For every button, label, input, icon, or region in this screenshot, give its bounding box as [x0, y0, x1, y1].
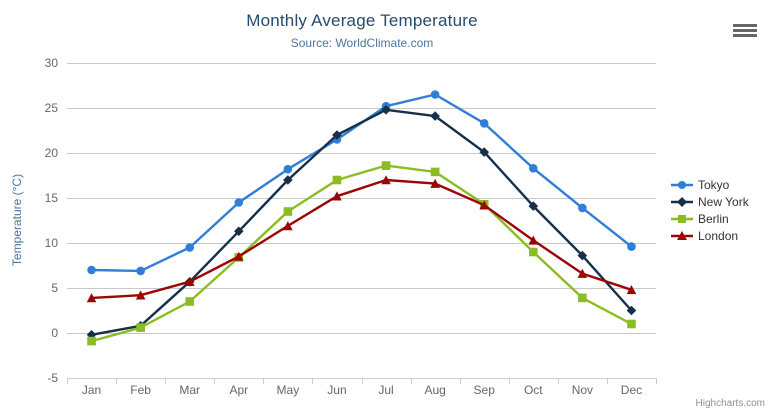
marker-berlin-jun[interactable] — [332, 175, 342, 185]
legend-marker-circle-icon — [671, 181, 693, 189]
marker-london-may[interactable] — [283, 221, 293, 231]
legend-item-label: Tokyo — [698, 178, 730, 192]
x-axis-label-jun: Jun — [327, 383, 347, 397]
marker-tokyo-may[interactable] — [283, 164, 293, 174]
marker-berlin-jan[interactable] — [87, 336, 96, 346]
marker-london-jul[interactable] — [381, 175, 391, 185]
credits-link[interactable]: Highcharts.com — [695, 398, 765, 409]
series-line-berlin[interactable] — [90, 164, 633, 343]
marker-london-mar[interactable] — [184, 276, 195, 286]
marker-tokyo-mar[interactable] — [185, 243, 195, 252]
y-axis-label: 0 — [51, 326, 58, 340]
marker-tokyo-jan[interactable] — [87, 265, 96, 275]
x-axis-label-sep: Sep — [473, 383, 495, 397]
marker-tokyo-nov[interactable] — [578, 203, 587, 213]
x-axis-label-feb: Feb — [130, 383, 151, 397]
legend-item-berlin[interactable]: Berlin — [671, 211, 749, 227]
export-menu-button[interactable] — [731, 20, 759, 40]
legend-item-label: Berlin — [698, 212, 729, 226]
legend-item-london[interactable]: London — [671, 228, 749, 244]
marker-berlin-may[interactable] — [283, 207, 293, 216]
marker-new-york-jul[interactable] — [381, 105, 391, 115]
x-axis-label-jul: Jul — [378, 383, 394, 397]
marker-berlin-aug[interactable] — [430, 167, 440, 177]
marker-tokyo-oct[interactable] — [528, 164, 538, 173]
marker-berlin-oct[interactable] — [528, 247, 538, 257]
marker-berlin-nov[interactable] — [578, 293, 587, 303]
legend: Tokyo New York Berlin London — [671, 177, 749, 244]
marker-london-sep[interactable] — [479, 200, 490, 210]
marker-berlin-jul[interactable] — [381, 161, 391, 170]
marker-tokyo-sep[interactable] — [479, 119, 489, 128]
marker-tokyo-apr[interactable] — [234, 198, 244, 207]
marker-london-apr[interactable] — [233, 251, 244, 261]
hamburger-icon — [733, 33, 757, 37]
legend-item-label: New York — [698, 195, 749, 209]
x-axis-label-mar: Mar — [179, 383, 201, 397]
marker-london-jan[interactable] — [86, 293, 97, 303]
chart-subtitle: Source: WorldClimate.com — [290, 36, 434, 50]
marker-new-york-apr[interactable] — [233, 226, 244, 237]
marker-london-jun[interactable] — [332, 191, 342, 201]
marker-new-york-may[interactable] — [283, 175, 293, 185]
series-line-london[interactable] — [90, 178, 633, 300]
legend-marker-diamond-icon — [671, 197, 693, 207]
marker-london-dec[interactable] — [626, 285, 637, 295]
x-axis-label-apr: Apr — [229, 383, 249, 397]
marker-london-aug[interactable] — [430, 178, 440, 188]
chart-title: Monthly Average Temperature — [246, 11, 478, 30]
marker-london-feb[interactable] — [135, 290, 146, 300]
marker-new-york-sep[interactable] — [479, 147, 490, 157]
x-axis-label-aug: Aug — [424, 383, 446, 397]
x-axis-label-dec: Dec — [620, 383, 643, 397]
y-axis-label: 30 — [44, 56, 58, 70]
series-line-tokyo[interactable] — [90, 93, 633, 273]
marker-tokyo-feb[interactable] — [136, 266, 145, 276]
y-axis-label: 15 — [44, 191, 58, 205]
y-axis-label: -5 — [47, 371, 58, 385]
series-line-new-york[interactable] — [90, 108, 633, 336]
marker-new-york-jun[interactable] — [332, 130, 342, 140]
x-axis-label-jan: Jan — [81, 383, 102, 397]
marker-london-nov[interactable] — [577, 268, 588, 278]
legend-item-new-york[interactable]: New York — [671, 194, 749, 210]
legend-marker-square-icon — [671, 215, 693, 223]
marker-new-york-dec[interactable] — [626, 305, 637, 316]
y-axis-label: 5 — [51, 281, 58, 295]
y-axis-label: 10 — [44, 236, 58, 250]
marker-new-york-jan[interactable] — [86, 330, 97, 340]
marker-london-oct[interactable] — [528, 235, 539, 245]
marker-tokyo-dec[interactable] — [627, 242, 636, 251]
marker-new-york-nov[interactable] — [577, 250, 588, 261]
legend-item-label: London — [698, 229, 739, 243]
hamburger-icon — [733, 23, 757, 27]
legend-item-tokyo[interactable]: Tokyo — [671, 177, 749, 193]
marker-tokyo-aug[interactable] — [430, 90, 440, 99]
marker-new-york-oct[interactable] — [528, 201, 539, 211]
x-axis-label-oct: Oct — [523, 383, 543, 397]
y-axis-label: 20 — [44, 146, 58, 160]
hamburger-icon — [733, 28, 757, 32]
x-axis-label-nov: Nov — [571, 383, 594, 397]
legend-marker-triangle-icon — [671, 231, 693, 240]
marker-berlin-feb[interactable] — [136, 323, 145, 332]
marker-berlin-dec[interactable] — [627, 319, 636, 329]
y-axis-label: 25 — [44, 101, 58, 115]
marker-new-york-aug[interactable] — [430, 111, 440, 121]
marker-berlin-mar[interactable] — [185, 297, 195, 306]
x-axis-label-may: May — [276, 383, 300, 397]
